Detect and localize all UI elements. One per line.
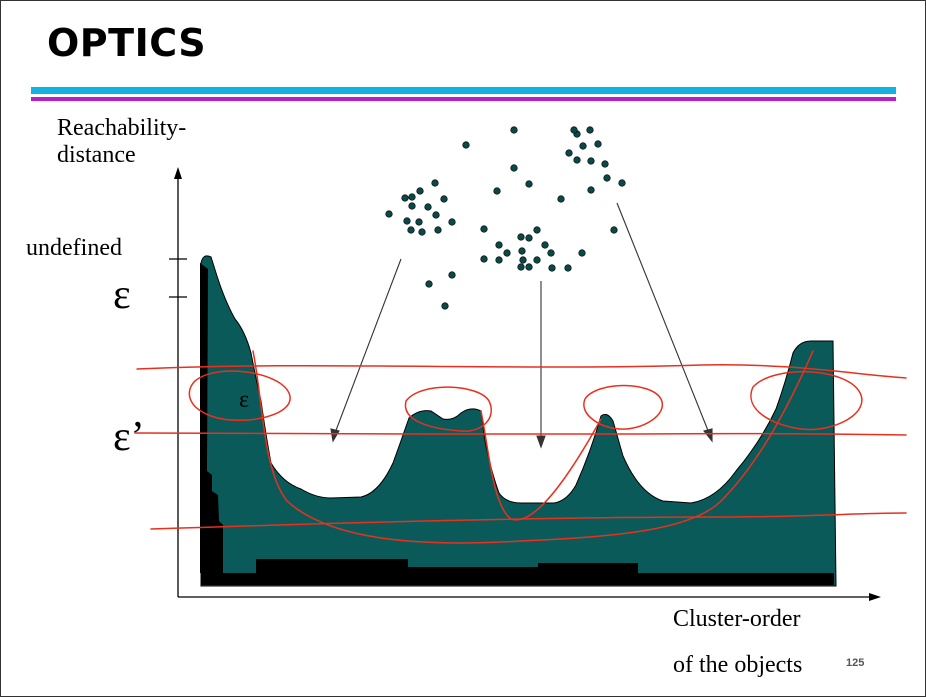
base-bar [201,573,834,585]
circle-far-right [750,371,863,431]
data-point-clusters [385,126,626,310]
epsilon-prime-line [134,432,907,436]
x-axis-arrowhead [869,593,881,601]
base-step-1 [256,559,408,575]
y-axis-arrowhead [174,167,182,179]
circle-right [583,384,664,430]
y-axis-label-line2: distance [57,142,136,168]
epsilon-prime-label: ε’ [113,414,145,460]
lower-threshold-line [150,512,907,530]
slide-title: OPTICS [47,21,207,65]
red-annotations [134,350,907,544]
x-axis-label-line2: of the objects [673,652,803,678]
base-step-2 [408,567,538,575]
title-rule-magenta [31,97,896,101]
left-dark-edge [200,263,223,573]
y-axis-label: Reachability- distance [57,115,186,169]
x-axis-label: Cluster-order of the objects [673,596,802,688]
reachability-profile [200,255,837,587]
circle-left [188,370,291,422]
cluster-contour-outline [252,350,814,544]
page-number: 125 [846,657,865,669]
circle-middle [404,386,492,432]
x-axis-label-line1: Cluster-order [673,606,801,632]
title-rule-cyan [31,87,896,94]
valley-contour [480,410,602,521]
small-epsilon-label: ε [239,387,250,413]
epsilon-label: ε [113,272,131,318]
cluster-arrows [330,202,713,449]
undefined-label: undefined [26,235,122,261]
y-axis-label-line1: Reachability- [57,115,187,141]
base-step-3 [538,563,638,575]
epsilon-annotation-line-top [136,364,907,379]
